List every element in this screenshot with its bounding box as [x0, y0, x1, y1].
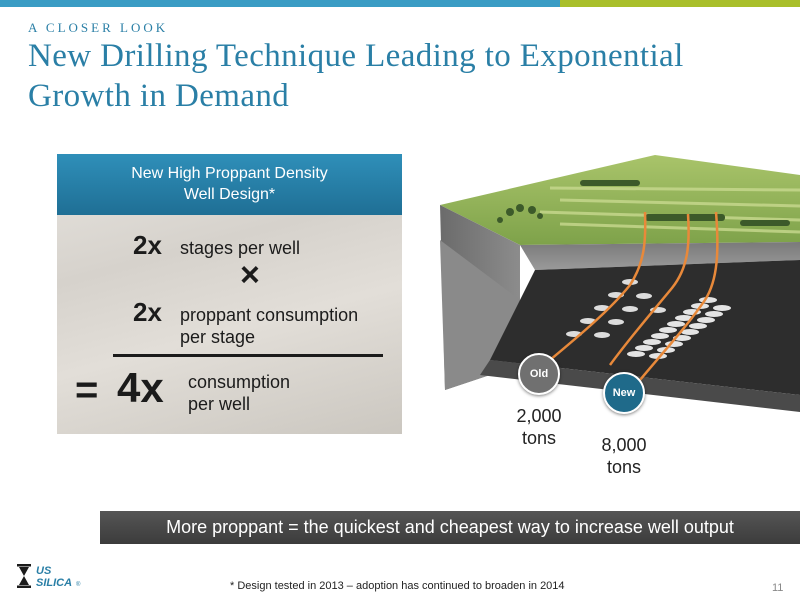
section-eyebrow: A CLOSER LOOK — [28, 20, 169, 35]
slide-title-line-2: Growth in Demand — [28, 78, 290, 114]
stages-description: stages per well — [180, 238, 301, 258]
slide-title-line-1: New Drilling Technique Leading to Expone… — [28, 38, 684, 74]
old-well-badge: Old — [518, 353, 560, 395]
hourglass-icon — [17, 564, 31, 588]
new-well-badge: New — [603, 372, 645, 414]
key-takeaway-banner: More proppant = the quickest and cheapes… — [100, 511, 800, 544]
old-well-amount: 2,000 — [516, 406, 562, 426]
footnote: * Design tested in 2013 – adoption has c… — [230, 580, 565, 592]
result-description-line-1: consumption — [188, 372, 291, 392]
us-silica-logo: US SILICA ® — [17, 564, 81, 589]
old-well-unit: tons — [521, 428, 557, 448]
multiply-symbol: × — [240, 256, 260, 294]
proppant-multiplier: 2x — [133, 297, 162, 327]
old-well-tonnage: 2,000 tons — [505, 405, 573, 449]
new-well-amount: 8,000 — [601, 435, 647, 455]
proppant-description-line-2: per stage — [180, 327, 256, 347]
equals-symbol: = — [75, 368, 99, 412]
panel-header-line-2: Well Design* — [183, 186, 276, 203]
page-number: 11 — [772, 582, 784, 594]
result-description: consumption per well — [188, 371, 290, 415]
new-well-pipe-2 — [639, 211, 719, 381]
top-bar-green-segment — [560, 0, 800, 7]
well-cross-section-illustration — [440, 155, 800, 412]
earth-top-wall — [520, 242, 800, 270]
tree-rows — [497, 180, 790, 226]
logo-registered-mark: ® — [76, 581, 81, 588]
new-well-tonnage: 8,000 tons — [590, 434, 658, 478]
top-bar-blue-segment — [0, 0, 560, 7]
stages-multiplier: 2x — [133, 230, 162, 260]
logo-text-silica: SILICA — [36, 577, 72, 589]
sum-divider — [113, 354, 383, 357]
slide-title: New Drilling Technique Leading to Expone… — [28, 36, 798, 116]
well-design-panel: New High Proppant Density Well Design* 2… — [57, 154, 402, 434]
panel-header-line-1: New High Proppant Density — [131, 165, 328, 182]
result-multiplier: 4x — [117, 364, 164, 411]
new-well-unit: tons — [606, 457, 642, 477]
new-well-pipe-1 — [608, 213, 690, 366]
proppant-description: proppant consumption per stage — [180, 304, 358, 348]
old-well-pipe — [549, 211, 647, 361]
proppant-description-line-1: proppant consumption — [180, 305, 359, 325]
result-description-line-2: per well — [188, 394, 251, 414]
logo-text-us: US — [36, 565, 52, 577]
top-color-bar — [0, 0, 800, 7]
panel-header: New High Proppant Density Well Design* — [57, 154, 402, 215]
shale-layer — [490, 260, 800, 395]
